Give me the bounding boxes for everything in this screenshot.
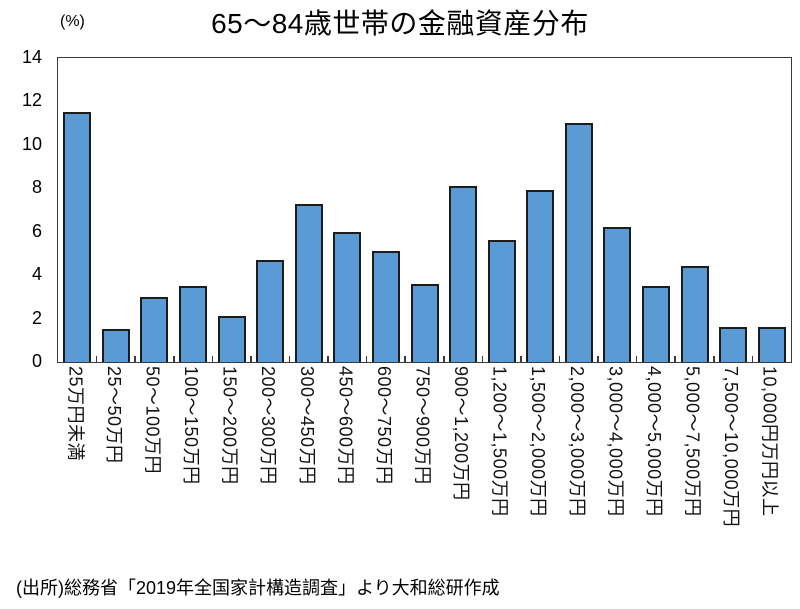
bar bbox=[101, 329, 130, 362]
x-axis-labels: 25万円未満 25～50万円 50～100万円 100～150万円 150～200万円 2… bbox=[57, 366, 790, 572]
category-axis-tick bbox=[442, 356, 445, 362]
bar bbox=[641, 286, 670, 362]
x-category-label: 1,500～2,000万円 bbox=[528, 366, 549, 517]
category-axis-tick bbox=[558, 356, 561, 362]
x-category-label: 2,000～3,000万円 bbox=[566, 366, 587, 517]
bar bbox=[487, 240, 516, 362]
x-category-label: 450～600万円 bbox=[335, 366, 356, 485]
category-axis-tick bbox=[134, 356, 136, 362]
category-axis-tick bbox=[635, 356, 638, 362]
x-category-label: 300～450万円 bbox=[296, 366, 317, 485]
category-axis-tick bbox=[211, 356, 214, 362]
x-category-label: 150～200万円 bbox=[219, 366, 240, 485]
x-category-label: 100～150万円 bbox=[181, 366, 202, 485]
x-category-label: 900～1,200万円 bbox=[451, 366, 472, 501]
bar bbox=[256, 259, 285, 362]
bar bbox=[410, 283, 439, 362]
source-note: (出所)総務省「2019年全国家計構造調査」より大和総研作成 bbox=[16, 578, 500, 598]
bar bbox=[719, 327, 748, 362]
category-axis-tick bbox=[365, 356, 368, 362]
y-tick-label: 6 bbox=[31, 220, 42, 241]
category-axis-tick bbox=[172, 356, 175, 362]
bar bbox=[603, 227, 632, 362]
category-axis-tick bbox=[597, 356, 599, 362]
bar bbox=[333, 231, 362, 362]
x-category-label: 7,500～10,000万円 bbox=[721, 366, 742, 528]
bar bbox=[449, 186, 478, 362]
chart-title: 65～84歳世帯の金融資産分布 bbox=[211, 8, 589, 39]
category-axis-tick bbox=[674, 356, 677, 362]
x-category-label: 10,000円万円以上 bbox=[759, 366, 780, 517]
category-axis-tick bbox=[481, 356, 484, 362]
bar bbox=[564, 123, 593, 362]
category-axis-tick bbox=[327, 356, 329, 362]
y-axis-unit-label: (%) bbox=[60, 13, 85, 30]
bar bbox=[371, 251, 400, 362]
bar bbox=[680, 266, 709, 362]
category-axis-tick bbox=[95, 356, 98, 362]
x-category-label: 1,200～1,500万円 bbox=[489, 366, 510, 517]
plot-area bbox=[57, 57, 792, 363]
bar bbox=[179, 286, 208, 362]
x-category-label: 3,000～4,000万円 bbox=[605, 366, 626, 517]
y-tick-label: 8 bbox=[31, 177, 42, 198]
category-axis-tick bbox=[250, 356, 252, 362]
y-tick-label: 4 bbox=[31, 264, 42, 285]
y-tick-label: 2 bbox=[31, 307, 42, 328]
bar bbox=[63, 112, 92, 362]
category-axis-tick bbox=[520, 356, 522, 362]
category-axis-tick bbox=[288, 356, 291, 362]
x-category-label: 750～900万円 bbox=[412, 366, 433, 485]
x-category-label: 200～300万円 bbox=[258, 366, 279, 485]
category-axis-tick bbox=[751, 356, 754, 362]
bar bbox=[217, 316, 246, 362]
y-tick-label: 12 bbox=[21, 90, 42, 111]
y-tick-label: 0 bbox=[31, 351, 42, 371]
x-category-label: 50～100万円 bbox=[142, 366, 163, 475]
category-axis-tick bbox=[713, 356, 715, 362]
x-category-label: 4,000～5,000万円 bbox=[643, 366, 664, 517]
y-tick-label: 14 bbox=[21, 47, 42, 67]
bar bbox=[294, 203, 323, 362]
bar bbox=[140, 296, 169, 362]
x-category-label: 25～50万円 bbox=[103, 366, 124, 464]
x-category-label: 600～750万円 bbox=[373, 366, 394, 485]
x-category-label: 25万円未満 bbox=[65, 366, 86, 462]
bar bbox=[526, 190, 555, 362]
bar bbox=[757, 327, 786, 362]
y-axis-labels: 0 2 4 6 8 10 12 14 bbox=[0, 47, 48, 371]
y-tick-label: 10 bbox=[21, 133, 42, 154]
category-axis-tick bbox=[404, 356, 406, 362]
x-category-label: 5,000～7,500万円 bbox=[682, 366, 703, 517]
